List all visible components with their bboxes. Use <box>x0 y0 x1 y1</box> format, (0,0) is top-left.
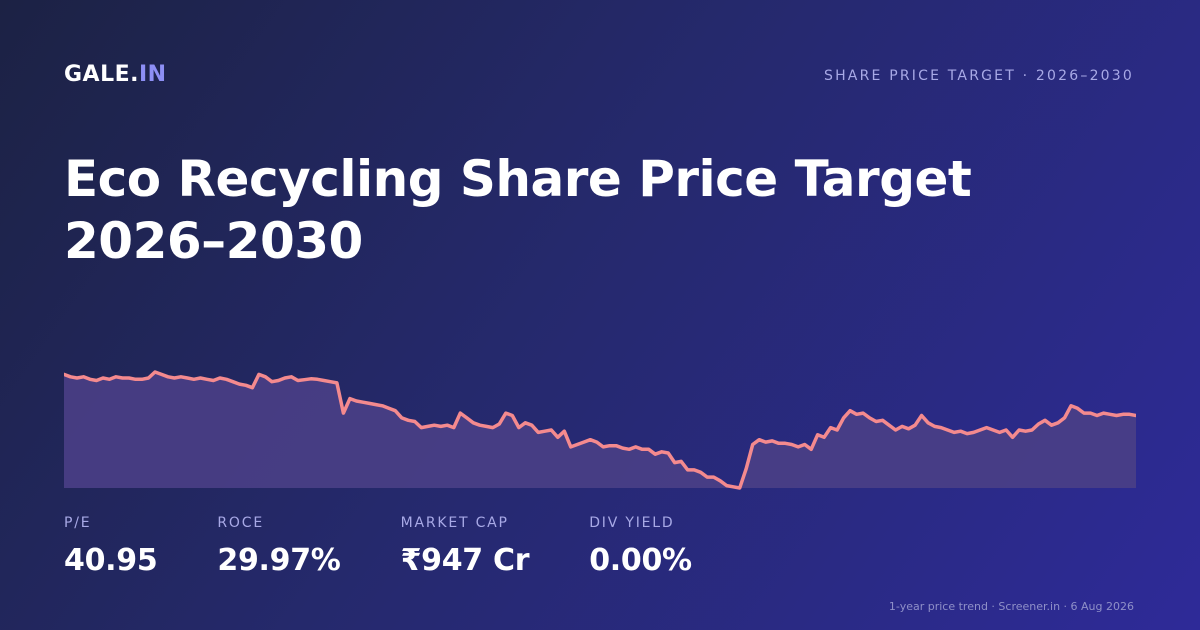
price-trend-chart <box>64 370 1136 490</box>
tagline: SHARE PRICE TARGET · 2026–2030 <box>823 68 1134 84</box>
stat-label: P/E <box>64 515 92 531</box>
stat-roce: ROCE 29.97% <box>217 515 340 578</box>
stat-value: 29.97% <box>217 543 341 578</box>
stat-label: MARKET CAP <box>400 515 509 531</box>
price-area <box>64 372 1136 488</box>
stat-label: ROCE <box>217 515 264 531</box>
stat-value: 0.00% <box>589 543 692 578</box>
stat-pe: P/E 40.95 <box>64 515 158 578</box>
stat-div-yield: DIV YIELD 0.00% <box>589 515 692 578</box>
price-line <box>64 370 1136 490</box>
stats-row: P/E 40.95 ROCE 29.97% MARKET CAP ₹947 Cr… <box>64 515 752 578</box>
brand-name: GALE. <box>64 62 139 87</box>
stat-value: 40.95 <box>64 543 158 578</box>
title-line-1: Eco Recycling Share Price Target <box>64 150 972 208</box>
brand-logo[interactable]: GALE.IN <box>64 62 167 87</box>
chart-source-footnote: 1-year price trend · Screener.in · 6 Aug… <box>888 600 1134 613</box>
brand-accent: IN <box>139 62 167 87</box>
stat-market-cap: MARKET CAP ₹947 Cr <box>401 515 530 578</box>
stat-value: ₹947 Cr <box>400 543 530 578</box>
stat-label: DIV YIELD <box>589 515 675 531</box>
page-title: Eco Recycling Share Price Target 2026–20… <box>64 148 1064 272</box>
title-line-2: 2026–2030 <box>64 212 363 270</box>
